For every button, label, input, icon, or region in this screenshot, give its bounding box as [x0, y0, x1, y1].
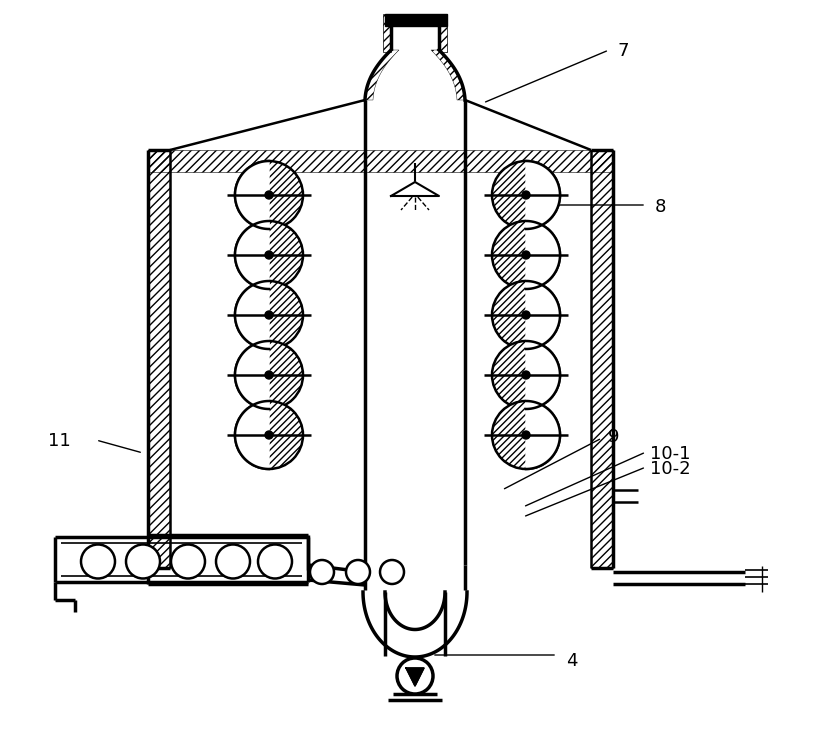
Circle shape	[235, 401, 303, 469]
Circle shape	[522, 191, 530, 199]
Circle shape	[522, 431, 530, 439]
Polygon shape	[526, 281, 560, 349]
Circle shape	[310, 560, 334, 584]
Polygon shape	[235, 341, 269, 409]
Polygon shape	[526, 401, 560, 469]
Circle shape	[397, 658, 433, 694]
Bar	[439, 14, 447, 52]
Bar	[148, 150, 170, 568]
Polygon shape	[235, 281, 269, 349]
Circle shape	[265, 371, 273, 379]
Circle shape	[81, 545, 115, 578]
Bar	[383, 14, 391, 52]
Circle shape	[265, 311, 273, 319]
Text: 11: 11	[48, 432, 71, 450]
Bar	[591, 150, 613, 568]
Polygon shape	[235, 161, 269, 229]
Circle shape	[492, 341, 560, 409]
Circle shape	[522, 251, 530, 259]
Polygon shape	[526, 161, 560, 229]
Circle shape	[265, 431, 273, 439]
Circle shape	[126, 545, 160, 578]
Text: 4: 4	[566, 652, 577, 670]
Polygon shape	[391, 182, 439, 196]
Polygon shape	[526, 221, 560, 289]
Polygon shape	[235, 221, 269, 289]
Text: 8: 8	[655, 198, 666, 216]
Circle shape	[265, 251, 273, 259]
Circle shape	[380, 560, 404, 584]
Text: 10-2: 10-2	[650, 460, 691, 478]
Circle shape	[492, 281, 560, 349]
Polygon shape	[406, 668, 424, 686]
Text: 7: 7	[618, 42, 630, 60]
Circle shape	[216, 545, 250, 578]
Circle shape	[235, 281, 303, 349]
Polygon shape	[235, 401, 269, 469]
Circle shape	[492, 401, 560, 469]
Circle shape	[492, 221, 560, 289]
Circle shape	[492, 161, 560, 229]
Circle shape	[235, 221, 303, 289]
Circle shape	[346, 560, 370, 584]
Circle shape	[235, 161, 303, 229]
Polygon shape	[526, 341, 560, 409]
Circle shape	[235, 341, 303, 409]
Circle shape	[522, 371, 530, 379]
Polygon shape	[385, 14, 447, 26]
Circle shape	[258, 545, 292, 578]
Text: 9: 9	[608, 428, 620, 446]
Text: 10-1: 10-1	[650, 445, 691, 463]
Circle shape	[265, 191, 273, 199]
Circle shape	[522, 311, 530, 319]
Bar	[148, 150, 613, 172]
Circle shape	[171, 545, 205, 578]
